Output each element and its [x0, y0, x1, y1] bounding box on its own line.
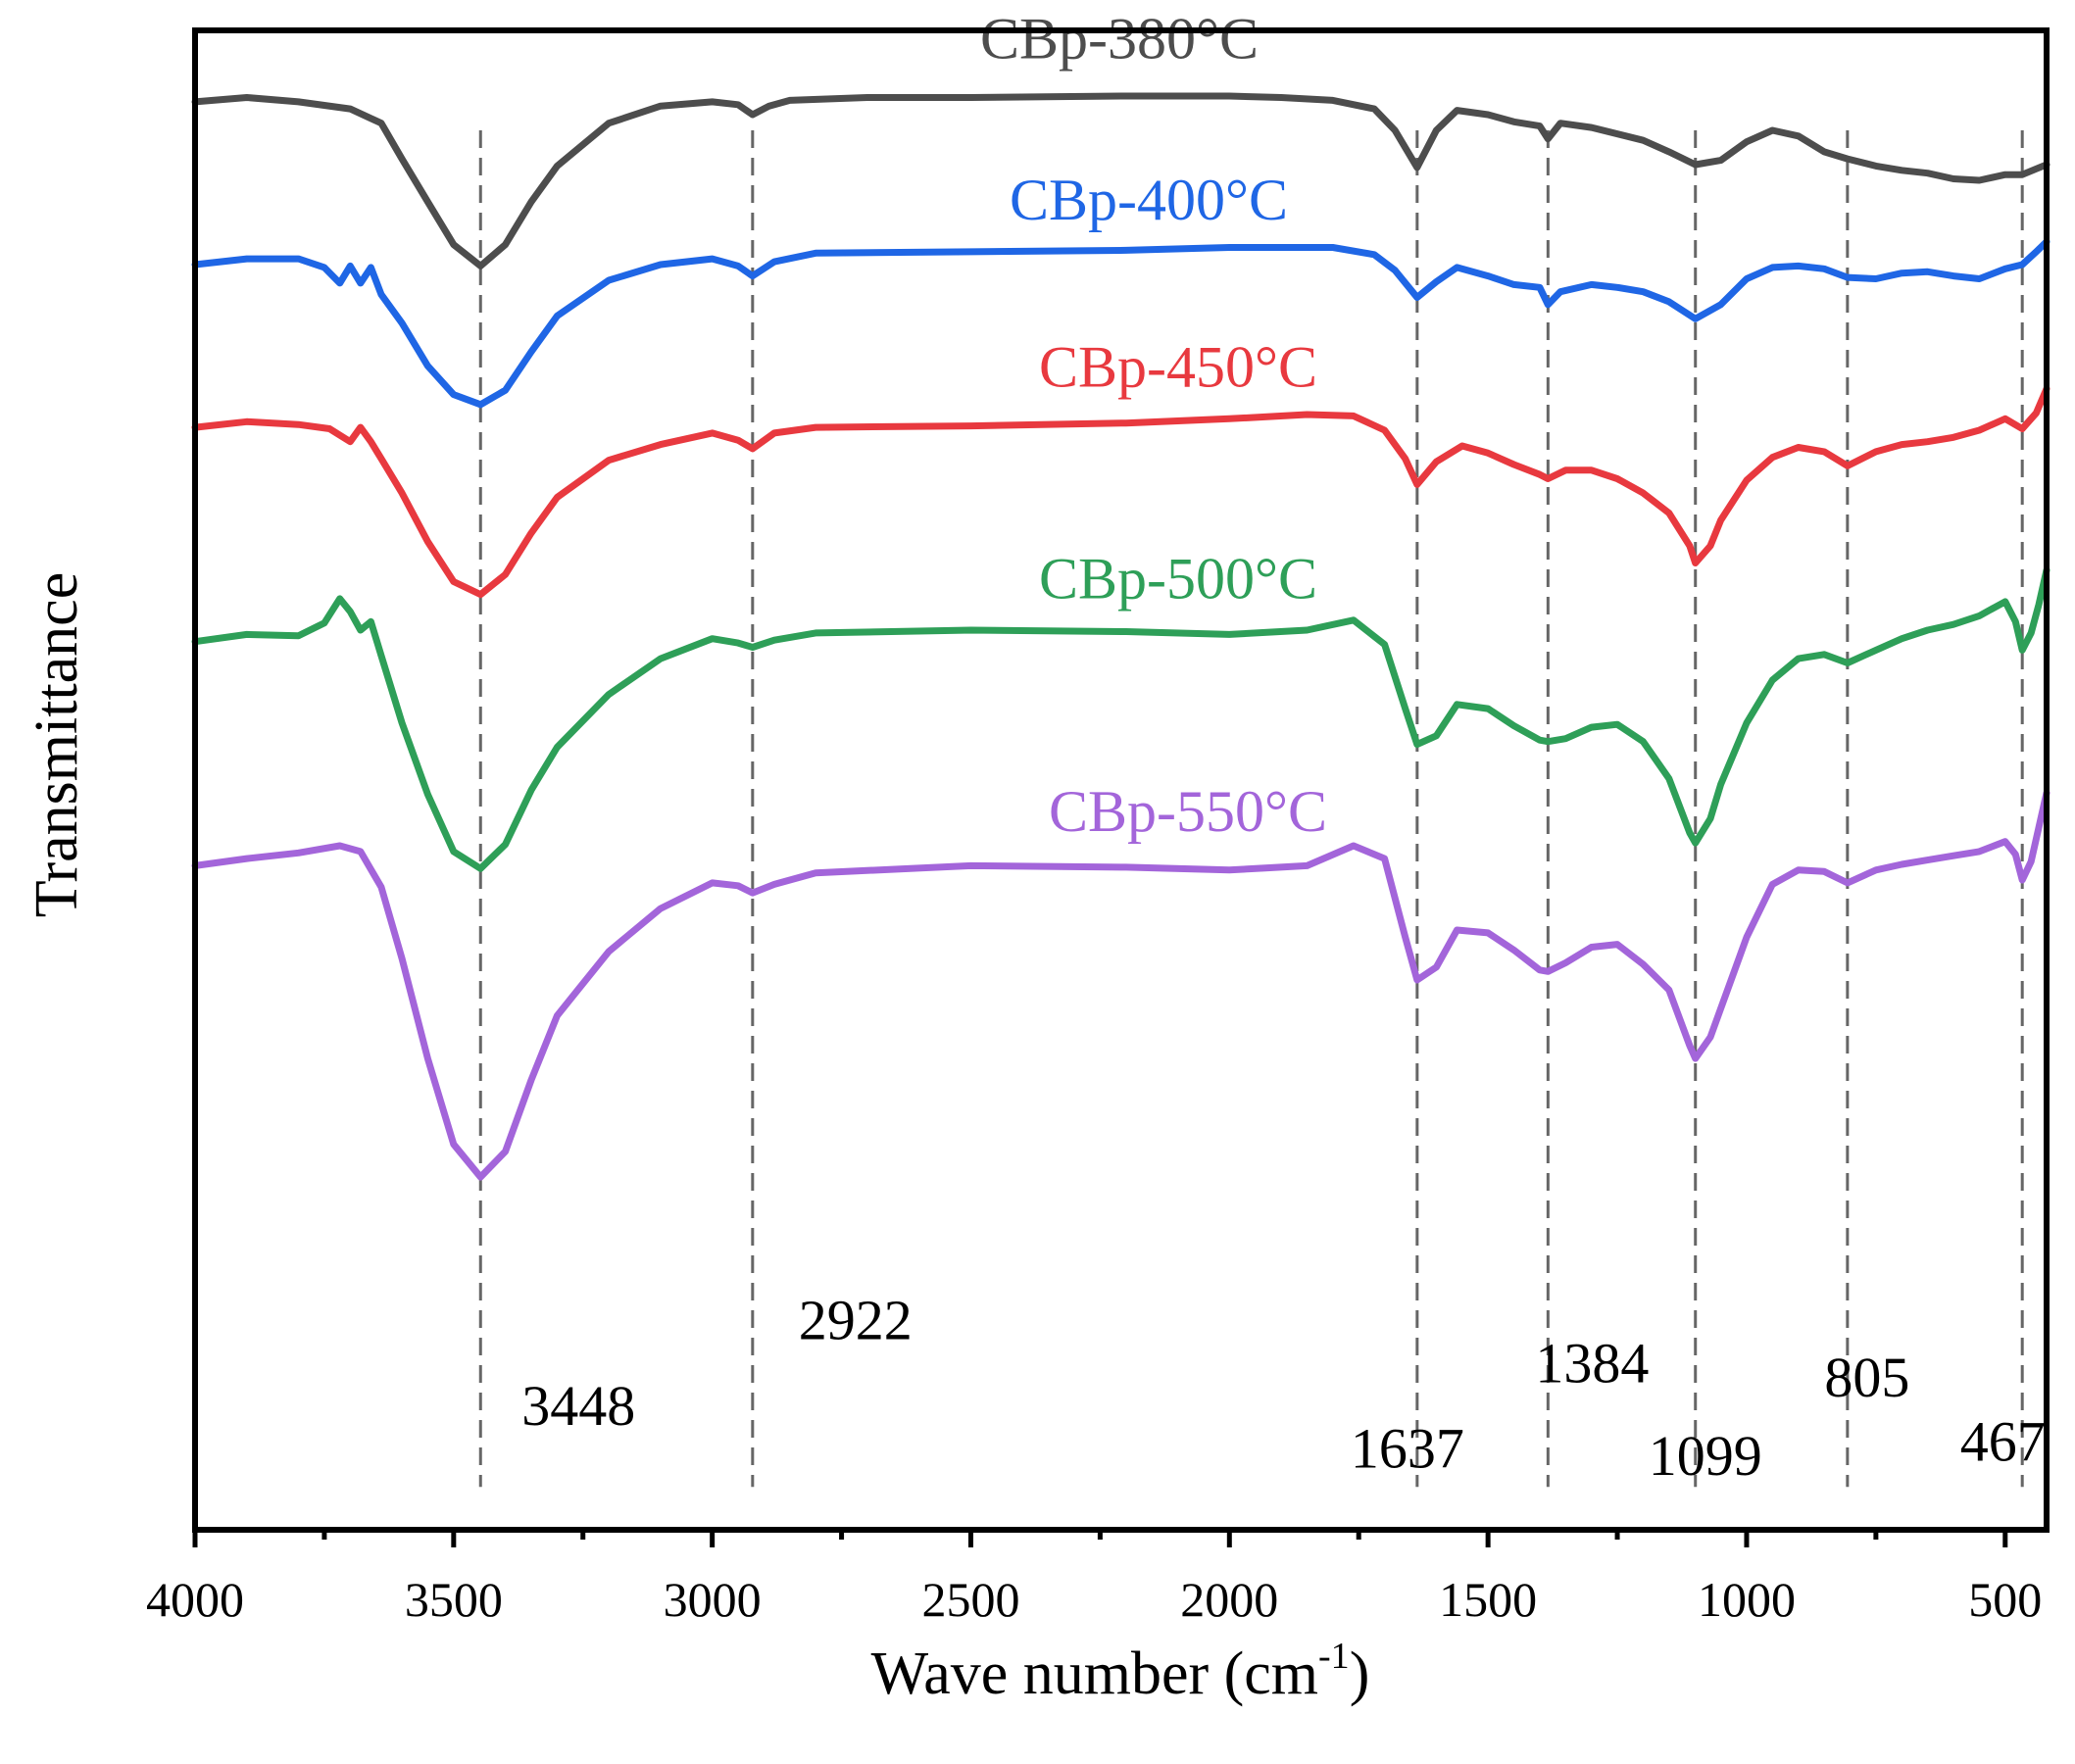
peak-label-805: 805 — [1824, 1346, 1909, 1409]
x-axis-title-close: ) — [1350, 1641, 1370, 1707]
x-tick-label-1000: 1000 — [1698, 1572, 1796, 1627]
x-tick-label-1500: 1500 — [1439, 1572, 1537, 1627]
series-label-cbp-550-c: CBp-550°C — [1049, 779, 1327, 844]
y-axis-title: Transmittance — [24, 572, 90, 917]
x-axis-ticks: 4000 3500 3000 2500 2000 1500 1000 500 — [146, 1530, 2042, 1627]
peak-label-1099: 1099 — [1649, 1424, 1762, 1488]
x-tick-label-500: 500 — [1968, 1572, 2042, 1627]
series-line-cbp-500-c — [191, 566, 2050, 872]
peak-label-1637: 1637 — [1351, 1417, 1464, 1481]
x-tick-label-3500: 3500 — [405, 1572, 503, 1627]
series-line-cbp-380-c — [191, 92, 2050, 270]
series-label-cbp-380-c: CBp-380°C — [980, 6, 1259, 71]
peak-marker-lines — [478, 130, 2024, 1488]
peak-label-3448: 3448 — [521, 1374, 635, 1438]
x-tick-label-2000: 2000 — [1180, 1572, 1278, 1627]
series-labels: CBp-380°C CBp-400°C CBp-450°C CBp-500°C CBp-… — [980, 6, 1327, 843]
peak-label-467: 467 — [1960, 1409, 2046, 1473]
x-axis-title: Wave number (cm-1) — [871, 1636, 1370, 1707]
x-tick-label-4000: 4000 — [146, 1572, 244, 1627]
peak-label-1384: 1384 — [1535, 1331, 1649, 1395]
series-line-cbp-550-c — [191, 789, 2050, 1181]
series-line-cbp-450-c — [191, 385, 2050, 599]
series-line-cbp-400-c — [191, 238, 2050, 409]
series-label-cbp-450-c: CBp-450°C — [1039, 335, 1317, 400]
plot-frame — [192, 27, 2050, 1533]
series-label-cbp-400-c: CBp-400°C — [1010, 168, 1288, 232]
x-axis-title-text: Wave number (cm — [871, 1641, 1318, 1707]
peak-label-2922: 2922 — [799, 1289, 913, 1352]
x-axis-title-superscript: -1 — [1318, 1636, 1350, 1677]
x-tick-label-3000: 3000 — [664, 1572, 762, 1627]
series-label-cbp-500-c: CBp-500°C — [1039, 546, 1317, 611]
x-tick-label-2500: 2500 — [921, 1572, 1019, 1627]
